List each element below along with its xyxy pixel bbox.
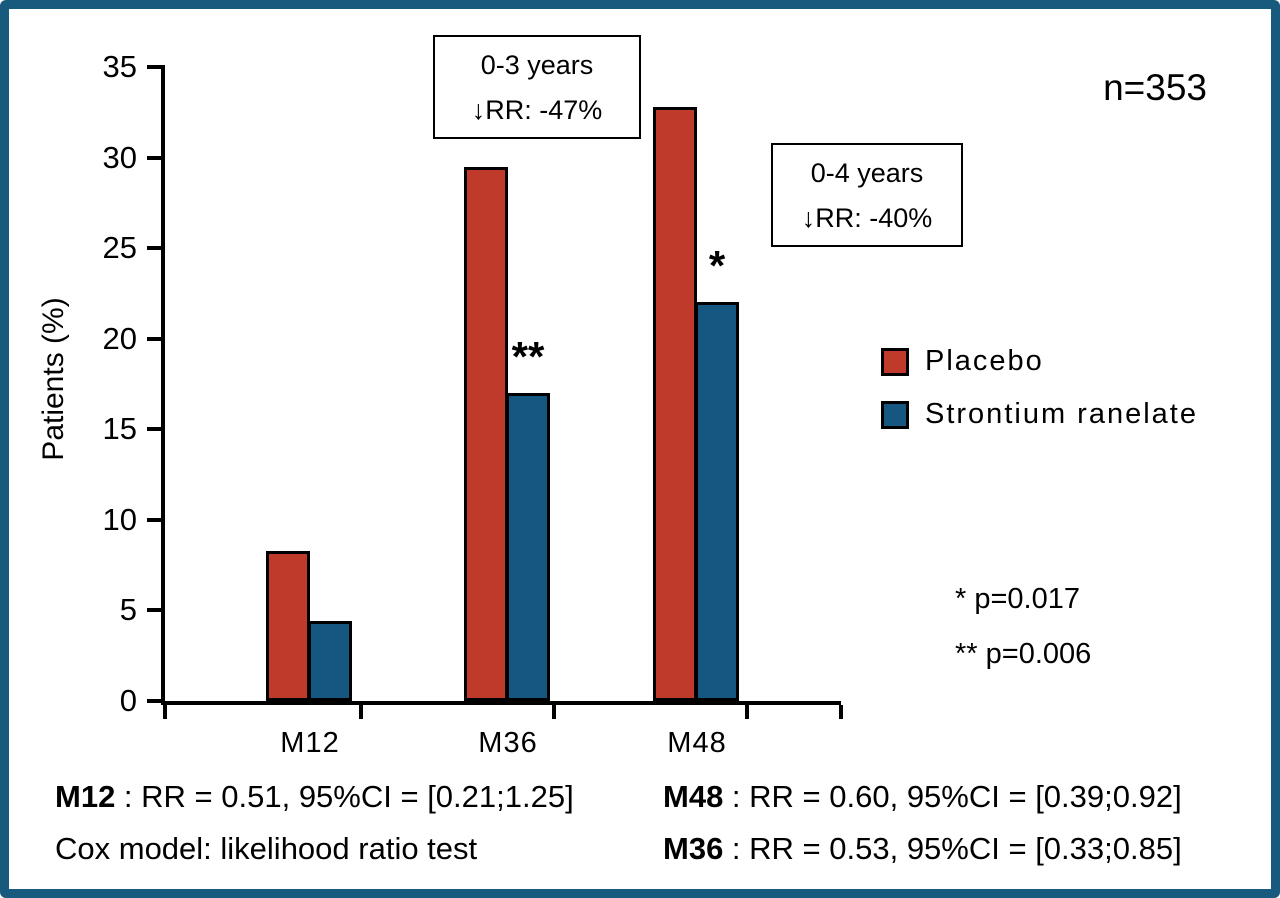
y-axis-tick-label: 10 <box>102 501 137 537</box>
footnote-m12: M12 : RR = 0.51, 95%CI = [0.21;1.25] <box>55 779 574 815</box>
footnote-bold-label: M48 <box>663 779 724 814</box>
significance-marker: ** <box>511 333 545 380</box>
y-axis-tick <box>147 65 165 69</box>
p-value-notes: * p=0.017 ** p=0.006 <box>955 583 1091 693</box>
y-axis-tick-label: 15 <box>102 411 137 447</box>
y-axis-tick <box>147 517 165 522</box>
x-axis-category-label: M12 <box>280 727 340 759</box>
y-axis-tick-label: 35 <box>102 49 137 84</box>
footnote-text: : RR = 0.51, 95%CI = [0.21;1.25] <box>115 779 574 814</box>
annotation-line: 0-3 years <box>480 50 594 80</box>
x-axis-category-label: M36 <box>478 727 538 759</box>
footnote-text: : RR = 0.53, 95%CI = [0.33;0.85] <box>723 831 1182 866</box>
legend-label: Strontium ranelate <box>925 398 1198 430</box>
footnote-text: Cox model: likelihood ratio test <box>55 831 478 866</box>
annotation-line: ↓RR: -47% <box>471 95 603 125</box>
y-axis-tick-label: 30 <box>102 139 137 175</box>
y-axis-tick <box>147 155 165 160</box>
x-axis-tick <box>839 705 843 719</box>
footnote-cox-model: Cox model: likelihood ratio test <box>55 831 477 867</box>
footnote-text: : RR = 0.60, 95%CI = [0.39;0.92] <box>723 779 1182 814</box>
footnote-m48: M48 : RR = 0.60, 95%CI = [0.39;0.92] <box>663 779 1182 815</box>
x-axis-tick <box>552 705 556 719</box>
annotation-line: 0-4 years <box>810 158 924 188</box>
p-value-note: * p=0.017 <box>955 583 1080 615</box>
plot-area: 0 5 10 15 20 25 30 35 M12 M36 M48 ** * <box>103 49 843 759</box>
y-axis-tick <box>147 608 165 613</box>
y-axis-tick <box>147 427 165 432</box>
legend-color-swatch <box>881 400 909 429</box>
y-axis-tick <box>147 336 165 341</box>
y-axis-tick-label: 20 <box>102 320 137 356</box>
legend-item-placebo: Placebo <box>881 345 1198 378</box>
y-axis-tick <box>147 699 165 703</box>
annotation-line: ↓RR: -40% <box>801 203 933 233</box>
bar-strontium-m36 <box>506 393 550 701</box>
bar-placebo-m36 <box>464 167 508 701</box>
footnote-m36: M36 : RR = 0.53, 95%CI = [0.33;0.85] <box>663 831 1182 867</box>
y-axis-tick <box>147 246 165 251</box>
y-axis-tick-label: 0 <box>119 683 137 718</box>
bar-strontium-m48 <box>695 302 739 701</box>
p-value-note: ** p=0.006 <box>955 638 1092 670</box>
x-axis-category-label: M48 <box>667 727 727 759</box>
x-axis-tick <box>163 705 167 719</box>
bar-placebo-m48 <box>653 107 697 701</box>
legend: Placebo Strontium ranelate <box>881 345 1198 451</box>
annotation-box-0-4-years: 0-4 years ↓RR: -40% <box>771 143 963 247</box>
y-axis-tick-label: 25 <box>102 230 137 266</box>
footnote-bold-label: M12 <box>55 779 116 814</box>
x-axis-tick <box>359 705 363 719</box>
legend-color-swatch <box>881 347 909 376</box>
footnote-bold-label: M36 <box>663 831 724 866</box>
bar-strontium-m12 <box>308 621 352 701</box>
legend-label: Placebo <box>925 345 1044 377</box>
y-axis-title: Patients (%) <box>37 297 70 461</box>
y-axis-tick-label: 5 <box>119 592 137 628</box>
sample-size-label: n=353 <box>1103 67 1207 108</box>
significance-marker: * <box>708 242 726 289</box>
legend-item-strontium-ranelate: Strontium ranelate <box>881 398 1198 431</box>
x-axis-tick <box>745 705 749 719</box>
annotation-box-0-3-years: 0-3 years ↓RR: -47% <box>433 35 641 139</box>
bar-placebo-m12 <box>266 551 310 701</box>
